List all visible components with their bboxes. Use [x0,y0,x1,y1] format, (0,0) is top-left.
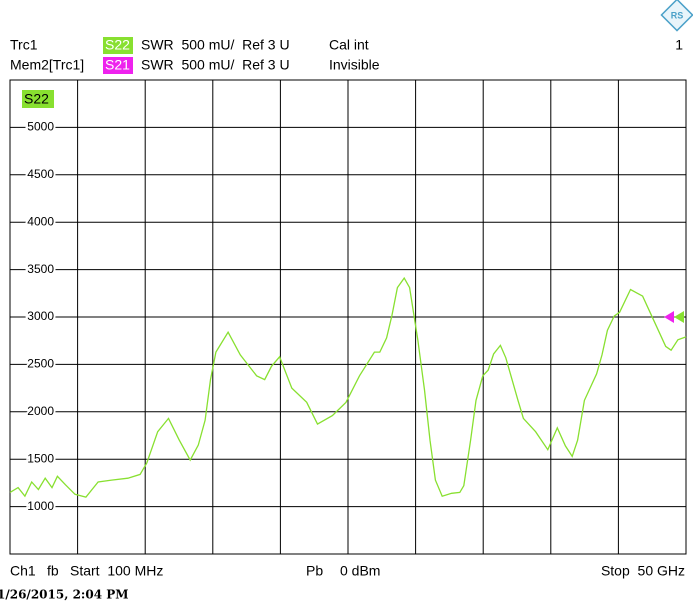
trace [9,276,687,498]
trace-param: S21 [105,57,130,73]
timestamp: 1/26/2015, 2:04 PM [0,588,129,602]
power: 0 dBm [340,563,380,579]
y-tick-label: 3500 [27,262,54,276]
y-tick-label: 2500 [27,357,54,371]
channel: Ch1 [10,563,36,579]
channel-number: 1 [675,37,683,53]
trace-status: Cal int [329,37,369,53]
y-tick-label: 4500 [27,167,54,181]
y-tick-label: 2000 [27,404,54,418]
trace-name: Trc1 [10,37,38,53]
trace-status: Invisible [329,57,380,73]
stop-freq: Stop 50 GHz [601,563,685,579]
param-badge [103,57,133,74]
trace-name: Mem2[Trc1] [10,57,84,73]
param-badge [103,37,133,54]
start-freq: Start 100 MHz [70,563,163,579]
reference-marker [664,311,674,323]
y-tick-label: 1500 [27,451,54,465]
sweep: fb [47,563,59,579]
logo: RS [660,0,693,32]
trace-scale: SWR 500 mU/ Ref 3 U [141,57,290,73]
legend-badge [22,90,54,108]
y-tick-label: 5000 [27,120,54,134]
y-tick-label: 3000 [27,309,54,323]
y-tick-label: 4000 [27,214,54,228]
legend-label: S22 [24,91,49,107]
power-label: Pb [306,563,323,579]
reference-marker [674,311,684,323]
svg-text:RS: RS [671,10,684,20]
y-tick-label: 1000 [27,499,54,513]
trace-scale: SWR 500 mU/ Ref 3 U [141,37,290,53]
trace-param: S22 [105,37,130,53]
